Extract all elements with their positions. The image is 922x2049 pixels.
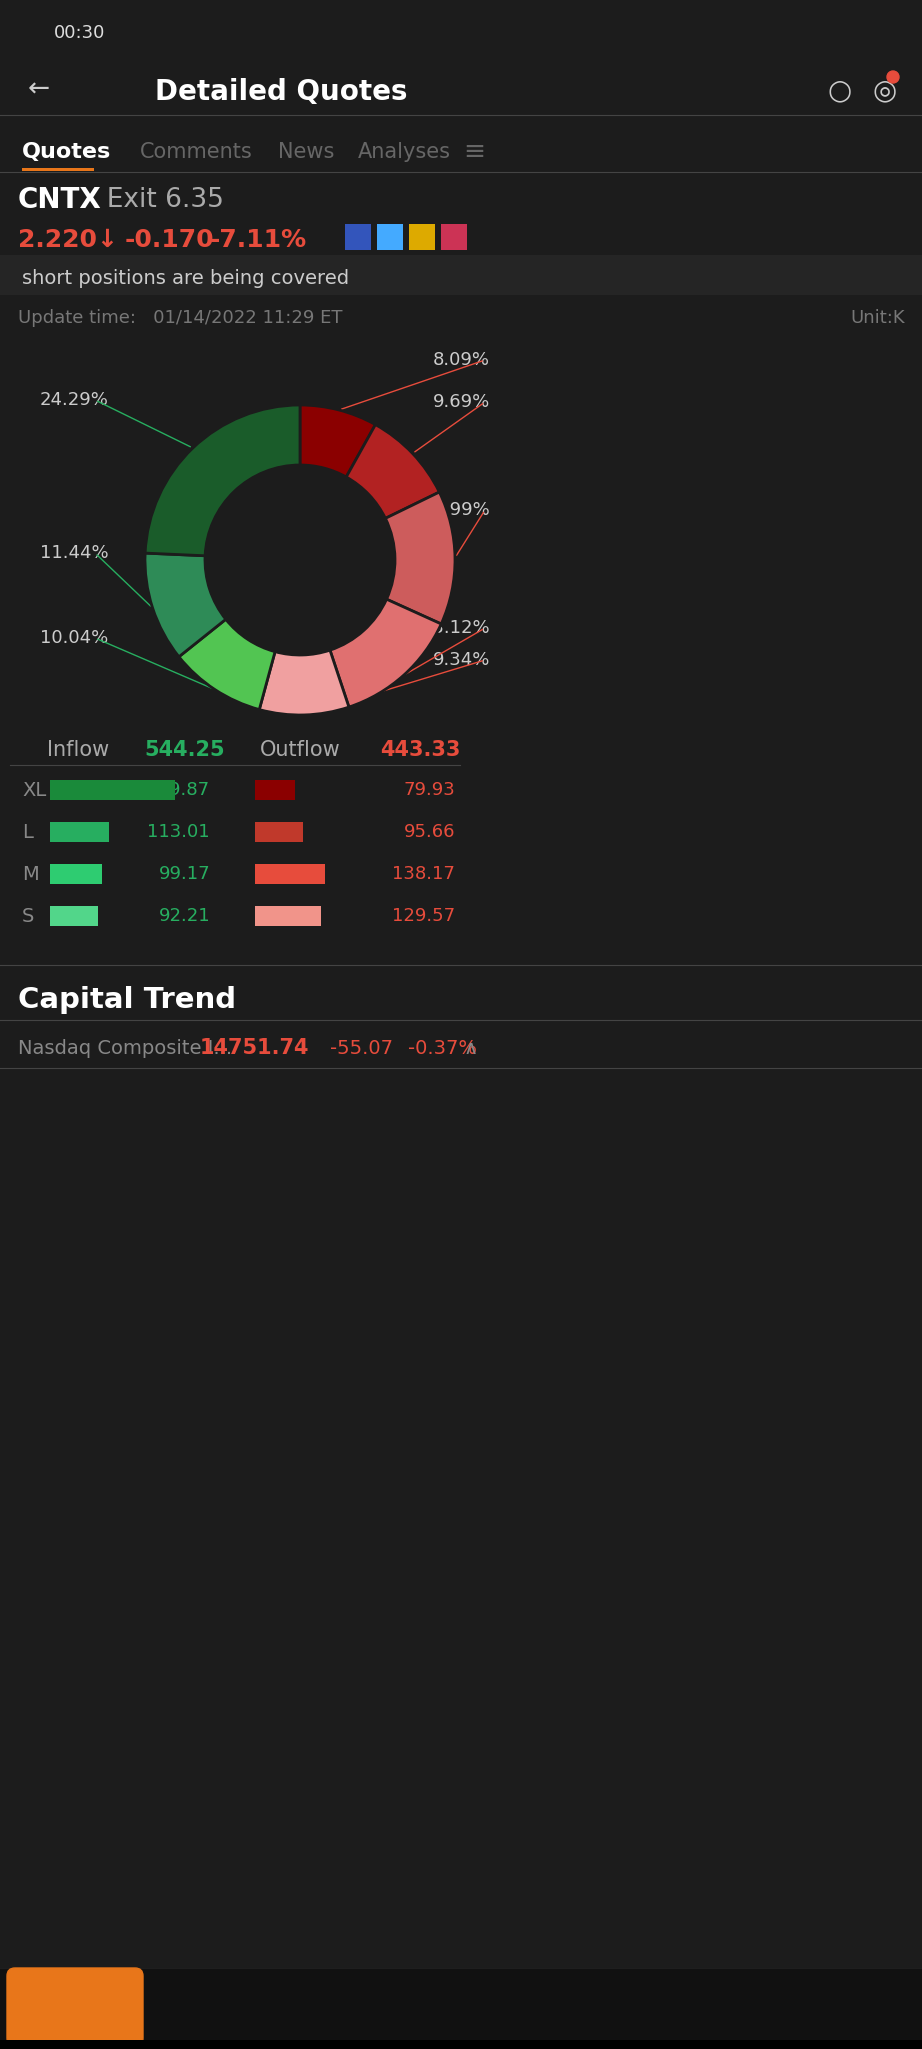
Text: 99.17: 99.17 bbox=[159, 865, 210, 883]
Text: 92.21: 92.21 bbox=[159, 908, 210, 924]
Text: Analyses: Analyses bbox=[358, 141, 451, 162]
Text: Share: Share bbox=[366, 2016, 414, 2035]
Text: 9.34%: 9.34% bbox=[432, 652, 490, 670]
Wedge shape bbox=[145, 406, 300, 555]
Circle shape bbox=[887, 72, 899, 84]
Text: 13.99%: 13.99% bbox=[421, 502, 490, 518]
Text: ≡: ≡ bbox=[463, 139, 485, 166]
Text: Update time:   01/14/2022 11:29 ET: Update time: 01/14/2022 11:29 ET bbox=[18, 309, 342, 328]
Text: 544.25: 544.25 bbox=[145, 740, 225, 760]
Text: M: M bbox=[22, 865, 39, 883]
Text: short positions are being covered: short positions are being covered bbox=[22, 268, 349, 287]
Text: 🔔: 🔔 bbox=[287, 1985, 303, 2010]
Text: Nasdaq Composite I...: Nasdaq Composite I... bbox=[18, 1039, 232, 1057]
Text: ∧: ∧ bbox=[463, 1039, 478, 1057]
Text: ←: ← bbox=[28, 78, 50, 102]
Bar bbox=[345, 223, 371, 250]
Text: ⠿: ⠿ bbox=[466, 1985, 485, 2010]
Bar bbox=[50, 822, 109, 842]
Bar bbox=[377, 223, 403, 250]
Text: 11.44%: 11.44% bbox=[40, 543, 109, 561]
Text: -0.170: -0.170 bbox=[125, 227, 215, 252]
Bar bbox=[0, 2041, 922, 2049]
Wedge shape bbox=[300, 406, 375, 477]
Text: 100.93: 100.93 bbox=[264, 568, 337, 588]
Wedge shape bbox=[259, 650, 349, 715]
Text: 79.93: 79.93 bbox=[403, 781, 455, 799]
Text: Comment: Comment bbox=[160, 2016, 241, 2035]
Text: 2.220↓: 2.220↓ bbox=[18, 227, 118, 252]
Text: 113.01: 113.01 bbox=[148, 824, 210, 840]
Text: Comments: Comments bbox=[140, 141, 253, 162]
Wedge shape bbox=[330, 598, 442, 707]
Bar bbox=[50, 906, 98, 926]
Wedge shape bbox=[385, 492, 455, 625]
Text: Inflow: Inflow bbox=[47, 740, 109, 760]
Text: 443.33: 443.33 bbox=[380, 740, 460, 760]
Wedge shape bbox=[179, 619, 275, 709]
Wedge shape bbox=[347, 424, 439, 518]
Text: 00:30: 00:30 bbox=[54, 25, 106, 41]
Text: 9.69%: 9.69% bbox=[432, 393, 490, 412]
Text: ◎: ◎ bbox=[873, 76, 897, 104]
Bar bbox=[50, 865, 101, 883]
Text: Capital Trend: Capital Trend bbox=[18, 986, 236, 1014]
Bar bbox=[409, 223, 435, 250]
Text: Detailed Quotes: Detailed Quotes bbox=[155, 78, 408, 107]
Text: Trade: Trade bbox=[41, 2000, 110, 2018]
Text: -55.07: -55.07 bbox=[330, 1039, 393, 1057]
Circle shape bbox=[207, 467, 393, 654]
Text: L: L bbox=[22, 822, 33, 842]
Text: Unit:K: Unit:K bbox=[850, 309, 905, 328]
FancyBboxPatch shape bbox=[7, 1967, 143, 2047]
Text: ○: ○ bbox=[237, 2033, 259, 2049]
Text: More: More bbox=[455, 2016, 496, 2035]
Bar bbox=[50, 781, 175, 799]
Bar bbox=[255, 865, 325, 883]
Text: -7.11%: -7.11% bbox=[210, 227, 307, 252]
Text: 239.87: 239.87 bbox=[147, 781, 210, 799]
Text: News: News bbox=[278, 141, 335, 162]
Text: 14751.74: 14751.74 bbox=[200, 1039, 310, 1057]
Text: 10.04%: 10.04% bbox=[40, 629, 108, 647]
Text: ☰: ☰ bbox=[325, 2035, 345, 2049]
Bar bbox=[255, 822, 303, 842]
Text: 138.17: 138.17 bbox=[392, 865, 455, 883]
Text: CNTX: CNTX bbox=[18, 186, 101, 213]
Text: 129.57: 129.57 bbox=[392, 908, 455, 924]
Text: Quotes: Quotes bbox=[22, 141, 112, 162]
Text: -0.37%: -0.37% bbox=[408, 1039, 477, 1057]
Text: XL: XL bbox=[22, 781, 46, 799]
Text: Net Inflow: Net Inflow bbox=[231, 537, 369, 559]
Text: S: S bbox=[22, 906, 34, 926]
Bar bbox=[0, 1969, 922, 2049]
Text: 24.29%: 24.29% bbox=[40, 391, 109, 410]
Wedge shape bbox=[145, 553, 226, 658]
Text: 95.66: 95.66 bbox=[404, 824, 455, 840]
Bar bbox=[441, 223, 467, 250]
Bar bbox=[255, 906, 321, 926]
Text: ✏: ✏ bbox=[189, 1985, 211, 2010]
Text: Exit 6.35: Exit 6.35 bbox=[90, 186, 224, 213]
Text: Outflow: Outflow bbox=[260, 740, 340, 760]
Bar bbox=[0, 254, 922, 295]
Text: ○: ○ bbox=[828, 76, 852, 104]
Text: 13.12%: 13.12% bbox=[421, 619, 490, 637]
Text: Alerts: Alerts bbox=[271, 2016, 319, 2035]
Bar bbox=[22, 168, 94, 170]
Text: ⬆: ⬆ bbox=[379, 1985, 401, 2010]
Text: ◁: ◁ bbox=[151, 2035, 169, 2049]
Text: 8.09%: 8.09% bbox=[433, 350, 490, 369]
Bar bbox=[255, 781, 295, 799]
